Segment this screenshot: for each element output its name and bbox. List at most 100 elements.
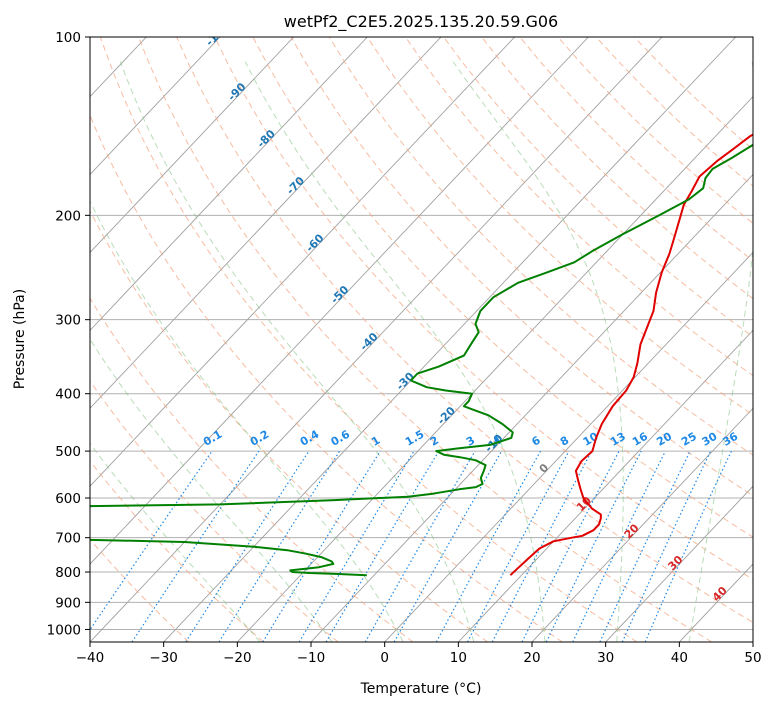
dry-adiabat bbox=[214, 37, 753, 580]
y-axis-ticks: 100 200 300 400 500 600 700 800 900 1000 bbox=[47, 30, 90, 638]
mixing-ratio-line bbox=[298, 450, 415, 642]
x-axis-label: Temperature (°C) bbox=[360, 681, 482, 697]
moist-adiabat bbox=[90, 200, 404, 642]
x-tick-label: −30 bbox=[149, 650, 178, 666]
mixing-ratio-line bbox=[435, 450, 542, 642]
mixing-ratio-line bbox=[185, 450, 310, 642]
mixing-ratio-line bbox=[393, 450, 503, 642]
mixing-ratio-line bbox=[466, 450, 570, 642]
y-tick-label: 1000 bbox=[47, 622, 81, 638]
mixing-ratio-line bbox=[572, 450, 666, 642]
moist-adiabat bbox=[244, 61, 546, 642]
dry-adiabat bbox=[90, 209, 488, 642]
isotherm-line bbox=[384, 251, 753, 642]
mixing-ratio-label: 20 bbox=[654, 430, 674, 449]
mixing-ratio-line bbox=[131, 450, 260, 642]
profile-line-1 bbox=[90, 143, 753, 508]
profile-line-2 bbox=[90, 538, 367, 577]
y-tick-label: 300 bbox=[55, 313, 81, 329]
isotherm-line bbox=[0, 37, 73, 642]
mixing-ratio-line bbox=[545, 450, 642, 642]
mixing-ratio-label: 0.2 bbox=[248, 428, 271, 449]
dry-adiabat bbox=[252, 37, 753, 538]
isotherm-line bbox=[90, 37, 295, 254]
y-tick-label: 100 bbox=[55, 30, 81, 46]
isotherm-label: -50 bbox=[328, 283, 351, 306]
isotherm-label: -80 bbox=[255, 127, 278, 150]
dry-adiabat bbox=[366, 37, 753, 416]
chart-title: wetPf2_C2E5.2025.135.20.59.G06 bbox=[284, 12, 558, 32]
isotherm-label: 30 bbox=[665, 553, 685, 573]
plot-area: -100-90-80-70-60-50-40-30-20-10010203040… bbox=[0, 20, 753, 642]
moist-adiabat bbox=[90, 338, 333, 642]
x-tick-label: 0 bbox=[380, 650, 389, 666]
y-tick-label: 900 bbox=[55, 595, 81, 611]
profile-lines bbox=[90, 133, 753, 577]
isotherm-label: -90 bbox=[225, 80, 248, 103]
dry-adiabat bbox=[90, 297, 414, 642]
dry-adiabat bbox=[176, 37, 753, 623]
isotherm-line bbox=[90, 37, 442, 409]
y-tick-label: 400 bbox=[55, 387, 81, 403]
dry-adiabat bbox=[290, 37, 753, 497]
x-tick-label: −40 bbox=[76, 650, 105, 666]
dry-adiabat bbox=[595, 37, 753, 187]
isotherm-label: 20 bbox=[622, 521, 642, 541]
background-lines bbox=[0, 37, 753, 642]
profile-line-0 bbox=[509, 133, 753, 576]
isotherm-line bbox=[605, 485, 753, 642]
plot-frame bbox=[89, 36, 754, 643]
isotherm-line bbox=[90, 37, 368, 332]
x-tick-label: 30 bbox=[597, 650, 614, 666]
y-tick-label: 200 bbox=[55, 208, 81, 224]
dry-adiabat bbox=[481, 37, 753, 300]
y-axis-label: Pressure (hPa) bbox=[12, 289, 28, 389]
y-tick-label: 500 bbox=[55, 444, 81, 460]
isotherm-label: -100 bbox=[203, 20, 232, 49]
moist-adiabat bbox=[90, 442, 261, 642]
isotherm-label: -70 bbox=[284, 174, 307, 197]
mixing-ratio-label: 30 bbox=[700, 430, 720, 449]
mixing-ratio-line bbox=[644, 450, 732, 642]
mixing-ratio-label: 0.1 bbox=[201, 428, 224, 449]
dry-adiabat bbox=[99, 37, 638, 642]
moist-adiabat bbox=[119, 61, 475, 642]
isotherm-label: 40 bbox=[710, 584, 730, 604]
mixing-ratio-label: 1 bbox=[369, 434, 382, 449]
mixing-ratio-label: 13 bbox=[608, 430, 628, 449]
x-axis-ticks: −40 −30 −20 −10 0 10 20 30 40 50 bbox=[76, 642, 762, 666]
mixing-ratio-labels: 0.1 0.2 0.4 0.6 1 1.5 2 3 4 6 8 10 13 16 20 25 30 36 bbox=[201, 428, 740, 449]
mixing-ratio-line bbox=[599, 450, 691, 642]
isotherm-line bbox=[310, 173, 753, 642]
dry-adiabat bbox=[519, 37, 753, 262]
mixing-ratio-label: 16 bbox=[630, 430, 650, 449]
x-tick-label: 40 bbox=[671, 650, 688, 666]
isotherm-label: -20 bbox=[435, 404, 458, 427]
y-tick-label: 600 bbox=[55, 491, 81, 507]
dry-adiabat bbox=[90, 114, 563, 642]
isotherm-line bbox=[237, 95, 753, 642]
isotherm-line bbox=[531, 407, 753, 642]
isotherm-line bbox=[752, 641, 753, 642]
x-tick-label: −20 bbox=[223, 650, 252, 666]
isotherm-label: -60 bbox=[303, 231, 326, 254]
dry-adiabat bbox=[138, 37, 712, 642]
mixing-ratio-line bbox=[218, 450, 341, 642]
isotherm-line bbox=[90, 37, 516, 487]
dry-adiabat bbox=[90, 538, 190, 642]
mixing-ratio-label: 25 bbox=[679, 430, 699, 449]
moist-adiabat bbox=[688, 61, 753, 642]
mixing-ratio-label: 0.6 bbox=[329, 428, 353, 449]
isotherm-line bbox=[163, 37, 737, 642]
isotherm-label: 10 bbox=[574, 494, 594, 514]
x-tick-label: −10 bbox=[297, 650, 326, 666]
x-tick-label: 20 bbox=[523, 650, 540, 666]
x-tick-label: 50 bbox=[744, 650, 761, 666]
mixing-ratio-line bbox=[262, 450, 381, 642]
mixing-ratio-label: 6 bbox=[529, 433, 542, 448]
x-tick-label: 10 bbox=[450, 650, 467, 666]
dry-adiabat bbox=[328, 37, 753, 456]
y-tick-label: 700 bbox=[55, 531, 81, 547]
mixing-ratio-label: 36 bbox=[720, 430, 740, 449]
